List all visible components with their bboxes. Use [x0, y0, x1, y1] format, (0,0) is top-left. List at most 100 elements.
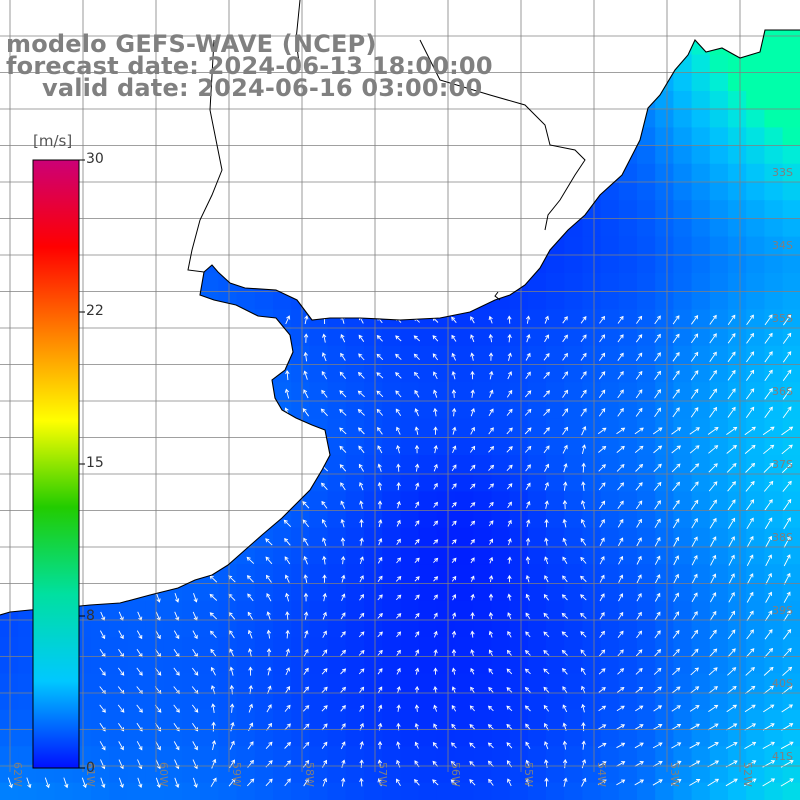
field-cell — [728, 345, 747, 365]
field-cell — [54, 782, 74, 800]
wind-arrow — [653, 463, 662, 473]
wind-arrow — [599, 574, 605, 583]
field-cell — [436, 618, 456, 638]
field-cell — [182, 691, 201, 711]
field-cell — [91, 637, 110, 656]
field-cell — [655, 546, 674, 565]
field-cell — [364, 400, 383, 420]
wind-arrow — [322, 630, 327, 638]
field-cell — [182, 618, 201, 638]
field-cell — [673, 728, 693, 747]
wind-arrow — [155, 630, 161, 640]
wind-arrow — [358, 649, 365, 656]
field-cell — [273, 782, 292, 800]
field-cell — [782, 309, 800, 329]
field-cell — [491, 564, 511, 583]
field-cell — [709, 473, 729, 492]
wind-arrow — [525, 574, 530, 583]
wind-arrow — [599, 593, 605, 602]
field-cell — [273, 728, 292, 747]
field-cell — [728, 236, 747, 256]
field-cell — [345, 709, 365, 729]
field-cell — [291, 746, 310, 765]
wind-arrow — [708, 686, 719, 694]
field-cell — [764, 436, 784, 456]
field-cell — [163, 600, 183, 620]
wind-arrow — [507, 519, 512, 527]
field-cell — [309, 673, 329, 693]
field-cell — [582, 709, 602, 729]
wind-arrow — [395, 372, 402, 379]
wind-arrow — [689, 427, 700, 435]
wind-arrow — [285, 611, 290, 621]
wind-arrow — [396, 463, 401, 472]
field-cell — [309, 746, 329, 765]
wind-arrow — [452, 594, 457, 601]
field-cell — [764, 782, 784, 800]
field-cell — [509, 364, 529, 383]
field-cell — [564, 764, 583, 784]
wind-arrow — [746, 629, 754, 640]
field-cell — [18, 782, 37, 800]
field-cell — [218, 618, 238, 638]
field-cell — [400, 782, 420, 800]
wind-arrow — [599, 630, 605, 638]
wind-arrow — [709, 388, 718, 400]
wind-arrow — [616, 705, 625, 712]
field-cell — [618, 709, 638, 729]
wind-arrow — [746, 591, 754, 603]
wind-arrow — [507, 333, 512, 343]
field-cell — [782, 182, 800, 201]
wind-arrow — [727, 648, 736, 658]
field-cell — [291, 364, 310, 383]
wind-arrow — [562, 575, 568, 583]
wind-arrow — [376, 372, 384, 379]
field-cell — [782, 218, 800, 238]
wind-arrow — [396, 426, 401, 435]
wind-arrow — [781, 426, 794, 436]
field-cell — [273, 582, 292, 602]
field-cell — [782, 691, 800, 711]
wind-arrow — [451, 557, 457, 563]
field-cell — [564, 291, 583, 310]
field-cell — [564, 546, 583, 565]
wind-arrow — [470, 649, 475, 657]
wind-arrow — [247, 611, 254, 620]
model-title: modelo GEFS-WAVE (NCEP) — [6, 30, 377, 58]
wind-arrow — [524, 668, 531, 675]
field-cell — [637, 564, 656, 583]
wind-arrow — [635, 668, 643, 675]
field-cell — [746, 91, 765, 110]
field-cell — [327, 527, 347, 547]
field-cell — [582, 473, 602, 492]
wind-arrow — [727, 629, 736, 640]
field-cell — [182, 709, 201, 729]
wind-arrow — [284, 723, 291, 731]
field-cell — [436, 637, 456, 656]
field-cell — [491, 473, 511, 492]
wind-arrow — [672, 499, 680, 510]
field-cell — [709, 655, 729, 674]
wind-arrow — [340, 352, 346, 361]
wind-arrow — [671, 445, 681, 454]
field-cell — [473, 673, 492, 693]
field-cell — [473, 382, 492, 401]
wind-arrow — [525, 315, 531, 324]
field-cell — [509, 327, 529, 347]
field-cell — [273, 709, 292, 729]
wind-arrow — [652, 427, 663, 435]
field-cell — [673, 218, 693, 238]
wind-arrow — [359, 575, 364, 583]
wind-arrow — [763, 685, 774, 695]
wind-arrow — [746, 332, 755, 344]
field-cell — [91, 728, 110, 747]
field-cell — [546, 527, 565, 547]
wind-arrow — [340, 555, 346, 565]
wind-arrow — [322, 333, 327, 343]
wind-arrow — [267, 666, 272, 676]
field-cell — [564, 527, 583, 547]
field-cell — [327, 637, 347, 656]
wind-arrow — [762, 778, 776, 787]
field-cell — [0, 618, 19, 638]
wind-arrow — [433, 520, 439, 527]
